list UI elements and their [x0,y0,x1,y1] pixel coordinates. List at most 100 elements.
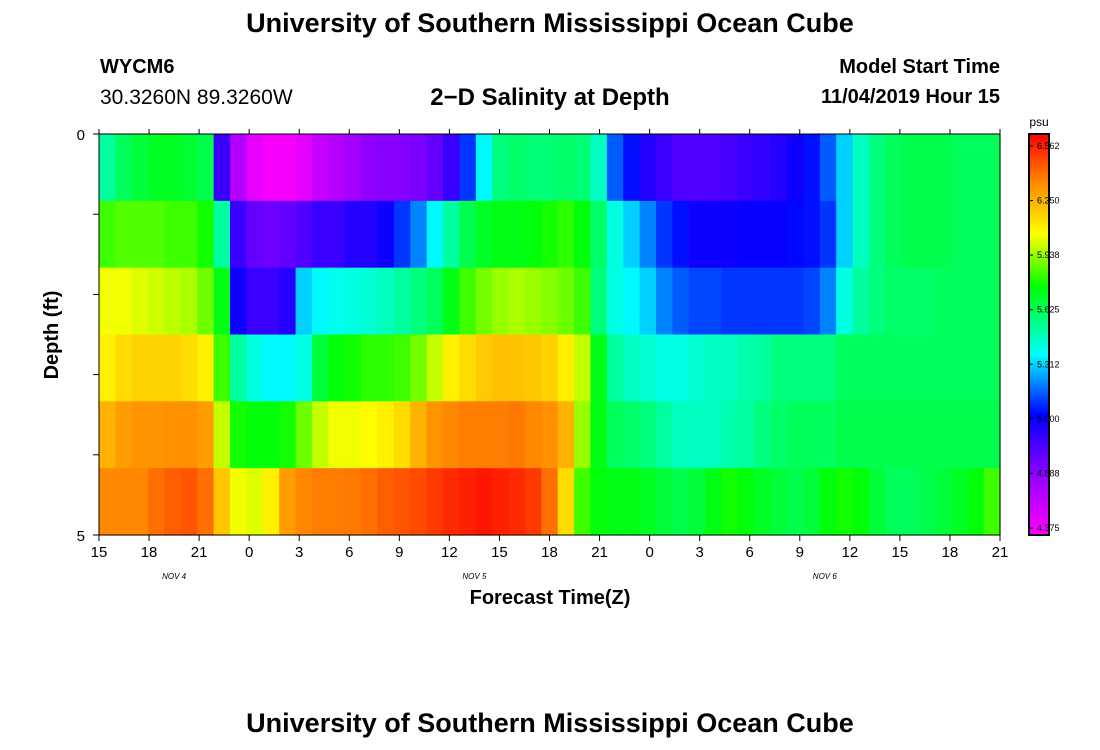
heatmap-cell [737,200,755,269]
heatmap-cell [655,200,673,269]
y-axis-label: Depth (ft) [41,291,63,380]
heatmap-cell [377,200,395,269]
heatmap-cell [803,267,821,336]
heatmap-cell [262,134,280,202]
heatmap-cell [344,200,362,269]
heatmap-cell [868,267,886,336]
heatmap-cell [655,401,673,469]
heatmap-cell [705,200,723,269]
heatmap-cell [623,200,641,269]
heatmap-cell [279,334,297,402]
heatmap-cell [508,401,526,469]
heatmap-cell [393,267,411,336]
heatmap-cell [262,468,280,536]
heatmap-cell [770,267,788,336]
heatmap-cell [311,200,329,269]
heatmap-cell [197,267,215,336]
heatmap-cell [459,134,477,202]
heatmap-cell [705,401,723,469]
heatmap-cell [541,334,559,402]
heatmap-cell [377,401,395,469]
heatmap-cell [393,468,411,536]
colorbar-tick-label: 6.250 [1037,196,1060,206]
heatmap-cell [541,134,559,202]
heatmap-cell [393,134,411,202]
x-tick-label: 18 [942,544,959,561]
heatmap-cell [311,334,329,402]
heatmap-cell [230,334,248,402]
heatmap-cell [328,267,346,336]
heatmap-cell [754,267,772,336]
heatmap-cell [180,267,198,336]
x-tick-label: 0 [645,544,653,561]
heatmap-cell [868,134,886,202]
heatmap-cell [459,334,477,402]
x-tick-label: 18 [141,544,158,561]
heatmap-cell [377,334,395,402]
x-tick-label: 21 [992,544,1009,561]
heatmap-cell [131,334,149,402]
heatmap-cell [574,134,592,202]
heatmap-cell [983,401,1001,469]
heatmap-cell [885,334,903,402]
heatmap-cell [148,401,166,469]
heatmap-cell [967,134,985,202]
colorbar-tick-label: 5.625 [1037,305,1060,315]
heatmap-cell [574,200,592,269]
heatmap-cell [524,468,542,536]
heatmap-cell [770,401,788,469]
heatmap-cell [131,267,149,336]
heatmap-cell [213,334,231,402]
x-tick-label: 18 [541,544,558,561]
heatmap-cell [443,401,460,469]
heatmap-cell [426,200,444,269]
heatmap-cell [328,468,346,536]
heatmap-cell [836,200,854,269]
heatmap-cell [524,334,542,402]
y-tick-label: 0 [77,127,85,144]
heatmap-cell [344,267,362,336]
heatmap-cell [361,468,379,536]
heatmap-cell [410,334,428,402]
heatmap-cell [754,401,772,469]
heatmap-cell [606,134,624,202]
heatmap-cell [131,200,149,269]
heatmap-cell [623,134,641,202]
heatmap-cell [475,267,493,336]
heatmap-cell [918,334,936,402]
heatmap-cell [885,134,903,202]
heatmap-cell [459,200,477,269]
heatmap-cell [672,267,690,336]
x-tick-label: 3 [695,544,703,561]
heatmap-cell [836,267,854,336]
x-tick-label: 12 [441,544,458,561]
heatmap-cell [770,134,788,202]
heatmap-cell [770,200,788,269]
x-axis-label: Forecast Time(Z) [470,587,631,609]
heatmap-cell [639,334,657,402]
heatmap-cell [443,334,460,402]
heatmap-cell [590,200,608,269]
heatmap-cell [279,468,297,536]
heatmap-cell [213,468,231,536]
heatmap-cell [934,468,952,536]
heatmap-cell [983,267,1001,336]
heatmap-cell [295,200,313,269]
heatmap-cell [361,134,379,202]
heatmap-cell [410,267,428,336]
heatmap-cell [934,200,952,269]
heatmap-cell [361,401,379,469]
heatmap-cell [787,267,805,336]
heatmap-cell [131,134,149,202]
heatmap-cell [148,267,166,336]
station-location: 30.3260N 89.3260W [100,86,293,109]
heatmap-cell [246,334,264,402]
heatmap-cell [328,134,346,202]
heatmap-cell [459,267,477,336]
heatmap-cell [164,200,182,269]
heatmap-cell [197,334,215,402]
colorbar-tick-label: 5.938 [1037,250,1060,260]
heatmap-cell [541,267,559,336]
x-tick-label: 21 [191,544,208,561]
x-date-label: NOV 5 [462,572,487,581]
